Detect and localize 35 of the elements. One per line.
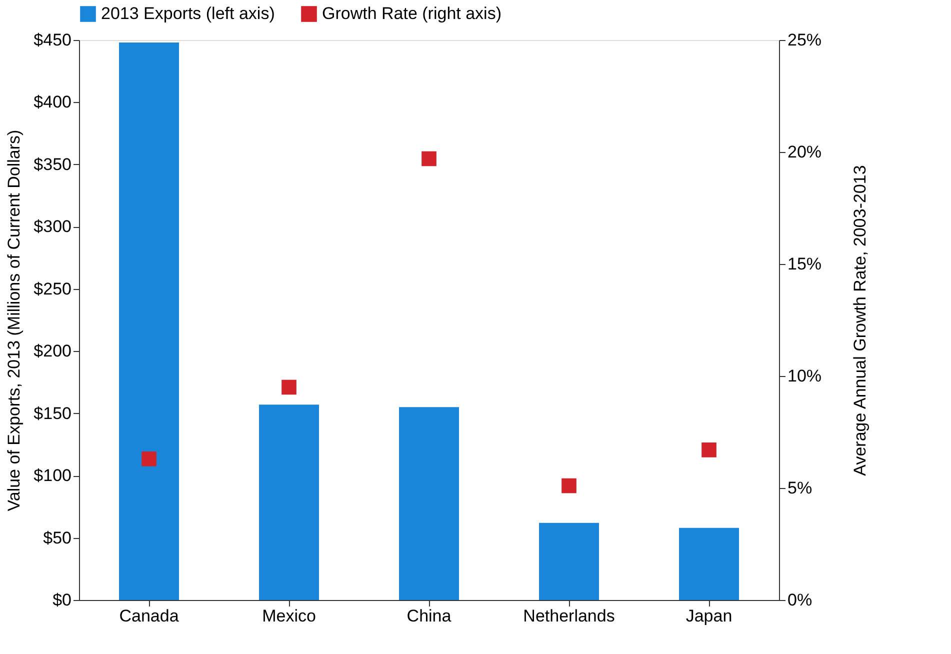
y-tick-label: $300 <box>34 217 72 236</box>
x-tick-label: China <box>406 606 452 626</box>
y2-tick-label: 10% <box>788 366 822 386</box>
legend-label: Growth Rate (right axis) <box>322 4 502 23</box>
y2-tick-label: 0% <box>788 590 812 610</box>
y-tick-label: $200 <box>34 342 72 361</box>
bar <box>399 407 459 600</box>
y-tick-label: $400 <box>34 92 72 112</box>
y-axis-title: Value of Exports, 2013 (Millions of Current Dollars) <box>4 130 24 512</box>
bar <box>259 404 319 600</box>
x-tick-label: Netherlands <box>523 606 615 626</box>
point <box>702 442 716 458</box>
y2-tick-label: 15% <box>788 254 822 274</box>
y-tick-label: $50 <box>43 528 72 548</box>
x-tick-label: Japan <box>686 606 732 626</box>
y-tick-label: $250 <box>34 279 72 298</box>
point <box>422 151 436 166</box>
bar <box>679 528 739 600</box>
y2-tick-label: 20% <box>788 142 822 162</box>
point <box>282 380 296 395</box>
y2-tick-label: 5% <box>788 478 812 498</box>
y-tick-label: $350 <box>34 154 72 174</box>
y-tick-label: $150 <box>34 404 72 423</box>
bar <box>539 522 599 600</box>
y-tick-label: $0 <box>52 590 72 610</box>
y2-tick-label: 25% <box>788 30 822 50</box>
point <box>142 451 156 466</box>
bar <box>119 42 179 600</box>
x-tick-label: Canada <box>119 606 180 626</box>
y-tick-label: $450 <box>34 30 72 50</box>
y-tick-label: $100 <box>34 466 72 486</box>
y2-axis-title: Average Annual Growth Rate, 2003-2013 <box>850 165 870 476</box>
x-tick-label: Mexico <box>262 606 316 626</box>
legend-label: 2013 Exports (left axis) <box>101 4 275 23</box>
point <box>562 478 576 494</box>
